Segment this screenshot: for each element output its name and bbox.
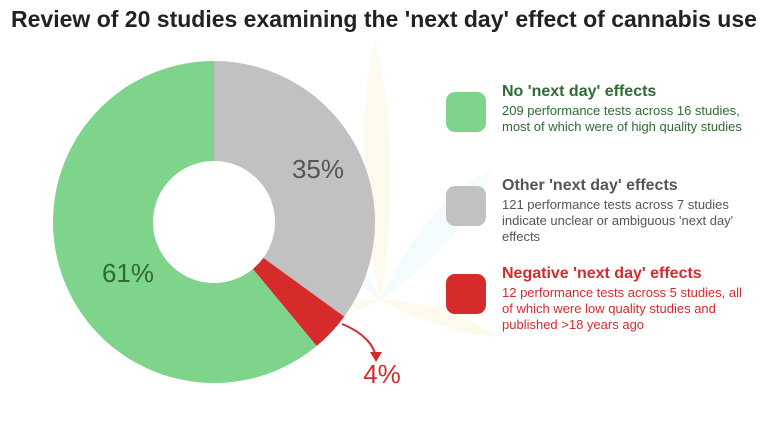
legend-description: 209 performance tests across 16 studies,… — [502, 103, 742, 134]
slice-label-0: 61% — [102, 258, 154, 288]
donut-slice-2 — [252, 257, 345, 347]
slice-label-1: 35% — [292, 154, 344, 184]
slice-label-2: 4% — [363, 359, 401, 389]
legend-description: 12 performance tests across 5 studies, a… — [502, 285, 742, 332]
donut-slice-0 — [53, 61, 317, 383]
legend-swatch — [446, 92, 486, 132]
chart-title: Review of 20 studies examining the 'next… — [11, 6, 757, 32]
legend-heading: Other 'next day' effects — [502, 177, 678, 194]
legend-heading: Negative 'next day' effects — [502, 265, 702, 282]
donut-slice-1 — [214, 61, 375, 317]
legend-swatch — [446, 274, 486, 314]
legend-swatch — [446, 186, 486, 226]
legend-description: 121 performance tests across 7 studies i… — [502, 197, 734, 244]
legend-heading: No 'next day' effects — [502, 83, 657, 100]
callout-arrowhead — [370, 352, 382, 362]
